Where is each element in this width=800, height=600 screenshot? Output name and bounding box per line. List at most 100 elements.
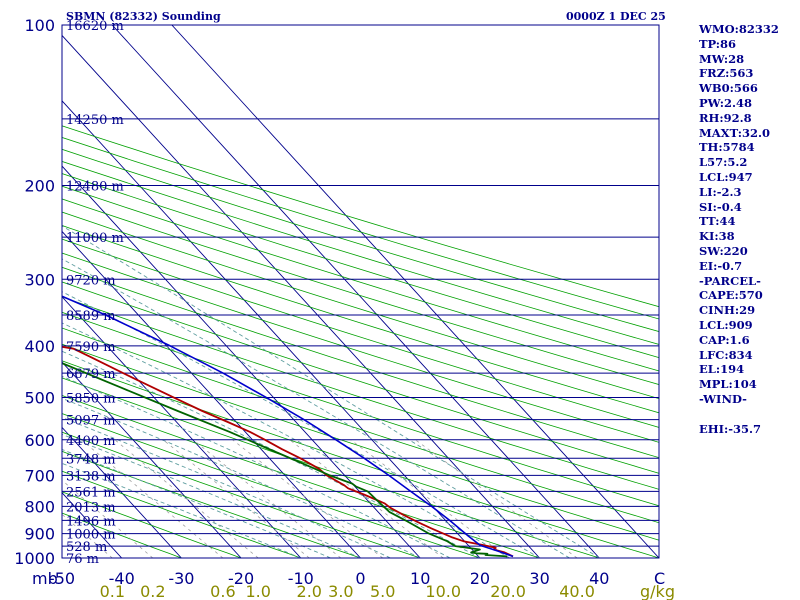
height-label: 3138 m <box>66 469 116 484</box>
height-label: 11000 m <box>66 231 124 246</box>
index-item: LCL:947 <box>699 169 753 184</box>
mixing-ratio-line <box>350 439 509 558</box>
mixing-ratio-label: 5.0 <box>370 582 395 600</box>
height-label: 76 m <box>66 552 99 567</box>
pressure-tick-label: 800 <box>24 497 55 516</box>
temperature-tick-label: -40 <box>109 569 135 588</box>
chart-time: 0000Z 1 DEC 25 <box>566 10 666 23</box>
temperature-tick-label: -30 <box>168 569 194 588</box>
temperature-tick-label: 20 <box>470 569 490 588</box>
index-item: CINH:29 <box>699 303 756 318</box>
pressure-tick-label: 700 <box>24 466 55 485</box>
temperature-tick-label: 40 <box>589 569 609 588</box>
index-item: MW:28 <box>699 51 745 66</box>
plot-frame <box>61 24 660 559</box>
pressure-tick-label: 600 <box>24 431 55 450</box>
temperature-tick-labels: -50 -40 -30 -20 -10 0 10 20 30 40 <box>49 569 610 588</box>
height-label: 7590 m <box>66 340 116 355</box>
index-item: TH:5784 <box>699 140 755 155</box>
index-item: SW:220 <box>699 243 748 258</box>
chart-title: SBMN (82332) Sounding <box>66 10 221 23</box>
parcel-trace <box>62 295 514 558</box>
height-label: 1496 m <box>66 514 116 529</box>
mixing-ratio-label: 2.0 <box>297 582 322 600</box>
pressure-tick-label: 900 <box>24 525 55 544</box>
pressure-tick-label: 300 <box>24 270 55 289</box>
mixing-ratio-line <box>415 439 578 558</box>
temperature-tick-label: -50 <box>49 569 75 588</box>
index-item: -PARCEL- <box>699 273 761 288</box>
height-label: 5097 m <box>66 414 116 429</box>
moist-adiabat-line <box>62 350 481 558</box>
mixing-ratio-label: 0.1 <box>100 582 125 600</box>
isotherm-line <box>0 25 2 558</box>
mixing-ratio-label: 3.0 <box>328 582 353 600</box>
index-item: MPL:104 <box>699 377 757 392</box>
index-item: RH:92.8 <box>699 110 752 125</box>
index-item: CAP:1.6 <box>699 332 750 347</box>
index-item: WMO:82332 <box>699 22 779 36</box>
pressure-tick-labels: 100 200 300 400 500 600 700 800 900 1000 <box>14 16 55 568</box>
index-item: FRZ:563 <box>699 66 754 81</box>
index-item: TT:44 <box>699 214 736 229</box>
mixing-ratio-line <box>62 479 154 558</box>
moist-adiabat-line <box>62 291 540 558</box>
sounding-indices-panel: WMO:82332 TP:86 MW:28 FRZ:563 WB0:566 PW:2.48… <box>699 22 799 436</box>
isotherm-line <box>62 426 182 558</box>
isotherm-line <box>111 25 600 558</box>
temperature-tick-label: 10 <box>410 569 430 588</box>
isotherm-line <box>171 25 659 558</box>
temperature-unit-label: C <box>654 569 665 588</box>
height-label: 16620 m <box>66 19 124 34</box>
mixing-ratio-label: 1.0 <box>246 582 271 600</box>
mixing-ratio-line <box>81 439 224 558</box>
pressure-unit-label: mb <box>32 569 58 588</box>
pressure-tick-label: 1000 <box>14 549 55 568</box>
height-labels: 16620 m 14250 m 12480 m 11000 m 9720 m 8589 m… <box>66 19 124 567</box>
moist-adiabat-line <box>62 448 331 558</box>
index-item: CAPE:570 <box>699 288 763 303</box>
index-item: SI:-0.4 <box>699 199 742 214</box>
temperature-trace <box>62 345 514 558</box>
pressure-tick-label: 400 <box>24 337 55 356</box>
index-item <box>699 407 799 422</box>
pressure-tick-label: 100 <box>24 16 55 35</box>
height-label: 14250 m <box>66 113 124 128</box>
mixing-ratio-label: 40.0 <box>559 582 595 600</box>
pressure-tick-label: 200 <box>24 176 55 195</box>
isotherm-line <box>62 100 481 558</box>
height-label: 1000 m <box>66 528 116 543</box>
isotherm-line <box>62 296 302 558</box>
mixing-ratio-line <box>289 439 444 558</box>
temperature-tick-label: 30 <box>529 569 549 588</box>
index-item: -WIND- <box>699 391 747 406</box>
mixing-ratio-line <box>114 439 259 558</box>
index-item: LCL:909 <box>699 317 753 332</box>
mixing-ratio-line <box>162 439 310 558</box>
mixing-ratio-line <box>62 513 113 558</box>
temperature-tick-label: -10 <box>288 569 314 588</box>
sounding-traces <box>62 295 514 558</box>
isotherm-line <box>62 361 242 558</box>
index-item: PW:2.48 <box>699 95 753 110</box>
isotherm-line <box>62 230 361 558</box>
index-item: EL:194 <box>699 362 745 377</box>
temperature-tick-label: -20 <box>228 569 254 588</box>
index-item: EI:-0.7 <box>699 258 743 273</box>
plot-background <box>62 25 659 558</box>
height-label: 4400 m <box>66 434 116 449</box>
dewpoint-trace <box>62 362 508 558</box>
height-label: 8589 m <box>66 309 116 324</box>
mixing-ratio-label: 0.6 <box>210 582 235 600</box>
mixing-ratio-label: 10.0 <box>425 582 461 600</box>
index-item: LFC:834 <box>699 347 753 362</box>
height-label: 2561 m <box>66 485 116 500</box>
isotherm-line <box>62 34 540 558</box>
mixing-ratio-label: 0.2 <box>140 582 165 600</box>
index-item: L57:5.2 <box>699 155 748 170</box>
height-label: 12480 m <box>66 179 124 194</box>
height-label: 528 m <box>66 540 107 555</box>
height-label: 9720 m <box>66 273 116 288</box>
height-label: 2013 m <box>66 500 116 515</box>
